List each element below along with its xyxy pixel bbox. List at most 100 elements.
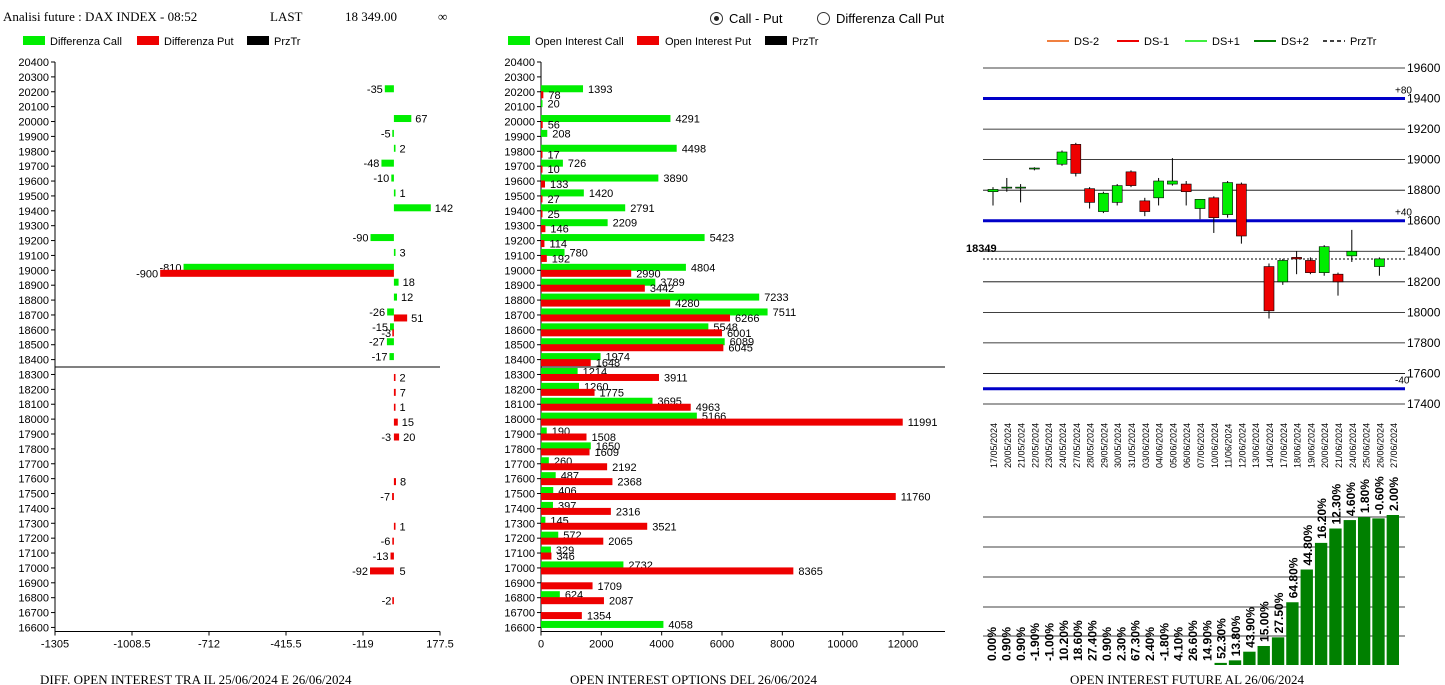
- bar-label: 12.30%: [1329, 483, 1343, 524]
- y-tick-label: 18800: [504, 295, 535, 307]
- data-label: 56: [548, 120, 560, 132]
- candle-body: [1263, 266, 1275, 312]
- bar-label: 0.00%: [985, 627, 999, 661]
- call-oi-bar: [541, 382, 580, 390]
- bar-label: 16.20%: [1315, 498, 1329, 539]
- diff-legend: Differenza Call Differenza Put PrzTr: [23, 36, 301, 48]
- y-tick-label: 18500: [504, 340, 535, 352]
- data-label: 1: [400, 521, 406, 533]
- x-tick-label: 31/05/2024: [1127, 423, 1137, 468]
- call-bar: [390, 323, 394, 331]
- put-oi-bar: [541, 269, 632, 277]
- radio-indicator[interactable]: [817, 12, 830, 25]
- data-label: 15: [402, 417, 414, 429]
- y-tick-label: 16800: [504, 593, 535, 605]
- oi-bar: [1343, 520, 1356, 665]
- put-bar: [393, 403, 396, 411]
- radio-call-put[interactable]: Call - Put: [710, 11, 782, 26]
- y-tick-label: 17100: [18, 548, 49, 560]
- y-tick-label: 19300: [18, 221, 49, 233]
- y-tick-label: 18800: [18, 295, 49, 307]
- x-tick-label: 21/05/2024: [1017, 423, 1027, 468]
- bar-label: 13.80%: [1229, 615, 1243, 656]
- bar-label: 1.80%: [1358, 479, 1372, 513]
- put-bar: [393, 478, 396, 486]
- legend-swatch-put: [637, 36, 659, 45]
- data-label: -26: [369, 307, 385, 319]
- y-tick-label: 17800: [504, 444, 535, 456]
- bar-label: 0.90%: [1014, 627, 1028, 661]
- x-tick-label: 23/05/2024: [1044, 423, 1054, 468]
- put-oi-bar: [541, 254, 547, 262]
- y-tick-label: 16700: [504, 608, 535, 620]
- radio-indicator[interactable]: [710, 12, 723, 25]
- data-label: 2791: [630, 203, 654, 215]
- data-label: 4280: [675, 298, 699, 310]
- data-label: -27: [369, 337, 385, 349]
- legend-label: Differenza Call: [50, 36, 122, 48]
- data-label: 11991: [908, 417, 938, 429]
- call-bar: [393, 204, 431, 212]
- call-oi-bar: [541, 591, 560, 599]
- candle-body: [1277, 260, 1289, 283]
- x-tick-label: 4000: [649, 638, 673, 650]
- data-label: 1393: [588, 84, 612, 96]
- y-tick-label: 19200: [1407, 122, 1441, 136]
- last-price-label: 18349: [966, 243, 997, 255]
- data-label: 3911: [664, 372, 688, 384]
- bar-label: 14.90%: [1200, 620, 1214, 661]
- candle-body: [1374, 258, 1385, 267]
- call-oi-bar: [541, 397, 653, 405]
- x-tick-label: 24/05/2024: [1058, 423, 1068, 468]
- x-tick-label: 8000: [770, 638, 794, 650]
- x-tick-label: 07/06/2024: [1196, 423, 1206, 468]
- x-tick-label: 177.5: [426, 638, 454, 650]
- data-label: 3442: [650, 283, 674, 295]
- oi-bar: [1329, 528, 1342, 665]
- call-oi-bar: [541, 174, 659, 182]
- candle-body: [1167, 180, 1178, 185]
- candle-body: [1125, 171, 1137, 186]
- data-label: -17: [372, 352, 388, 364]
- y-tick-label: 19200: [18, 236, 49, 248]
- y-tick-label: 18900: [18, 280, 49, 292]
- y-tick-label: 19400: [504, 206, 535, 218]
- x-tick-label: 18/06/2024: [1293, 423, 1303, 468]
- data-label: 25: [548, 209, 560, 221]
- data-label: 1775: [600, 387, 624, 399]
- call-oi-bar: [541, 100, 543, 108]
- x-tick-label: 27/05/2024: [1072, 423, 1082, 468]
- y-tick-label: 18100: [504, 399, 535, 411]
- call-oi-bar: [541, 516, 546, 524]
- y-tick-label: 17900: [18, 429, 49, 441]
- radio-differenza-call-put[interactable]: Differenza Call Put: [817, 11, 944, 26]
- data-label: 51: [411, 313, 423, 325]
- call-oi-bar: [541, 338, 725, 346]
- call-oi-bar: [541, 487, 554, 495]
- y-tick-label: 19300: [504, 221, 535, 233]
- put-bar: [393, 522, 396, 530]
- legend-label: Open Interest Put: [665, 36, 751, 48]
- y-tick-label: 17600: [504, 474, 535, 486]
- call-oi-bar: [541, 234, 705, 242]
- put-bar: [392, 329, 394, 337]
- data-label: 1974: [606, 352, 630, 364]
- data-label: 133: [550, 179, 568, 191]
- put-oi-bar: [541, 507, 611, 515]
- bar-label: 4.10%: [1172, 627, 1186, 661]
- oi-bar: [1386, 515, 1399, 665]
- x-tick-label: 25/06/2024: [1362, 423, 1372, 468]
- data-label: 5: [400, 566, 406, 578]
- y-tick-label: 17200: [18, 533, 49, 545]
- x-tick-label: 10/06/2024: [1210, 423, 1220, 468]
- oi-bar: [1257, 645, 1270, 665]
- y-tick-label: 18200: [18, 384, 49, 396]
- data-label: -15: [372, 322, 388, 334]
- x-tick-label: 10000: [827, 638, 858, 650]
- last-value: 18 349.00: [345, 9, 397, 24]
- put-bar: [392, 493, 394, 501]
- data-label: 20: [403, 432, 415, 444]
- call-bar: [370, 234, 394, 242]
- y-tick-label: 17600: [1407, 366, 1441, 380]
- y-tick-label: 17200: [504, 533, 535, 545]
